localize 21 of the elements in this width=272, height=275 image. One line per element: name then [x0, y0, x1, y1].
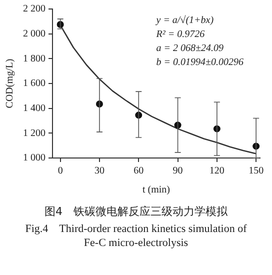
x-tick-label: 120: [209, 166, 224, 177]
text: Fig.4 Third-order reaction kinetics simulation of Fe-C micro-electrolysis: [24, 222, 248, 250]
x-tick-label: 60: [134, 166, 144, 177]
x-tick-label: 30: [94, 166, 104, 177]
x-tick-label: 150: [248, 166, 264, 177]
annotation: b = 0.01994±0.00296: [156, 57, 244, 68]
annotation: y = a/√(1+bx): [155, 15, 214, 26]
y-tick-label: 1 200: [23, 128, 46, 139]
x-tick-label: 90: [172, 166, 183, 177]
y-tick-label: 2 200: [23, 4, 46, 15]
annotation: a = 2 068±24.09: [156, 43, 224, 54]
y-tick-label: 2 000: [23, 28, 46, 40]
text: 图4 铁碳微电解反应三级动力学模拟: [44, 204, 228, 219]
x-axis-title: t (min): [142, 184, 170, 196]
y-tick-label: 1 600: [23, 78, 46, 90]
y-tick-label: 1 400: [23, 102, 46, 114]
y-axis-title: COD(mg/L): [4, 58, 16, 108]
y-tick-label: 1 800: [23, 53, 46, 64]
x-tick-label: 0: [58, 166, 63, 177]
y-tick-label: 1 000: [23, 152, 46, 164]
annotation: R² = 0.9726: [155, 29, 205, 40]
